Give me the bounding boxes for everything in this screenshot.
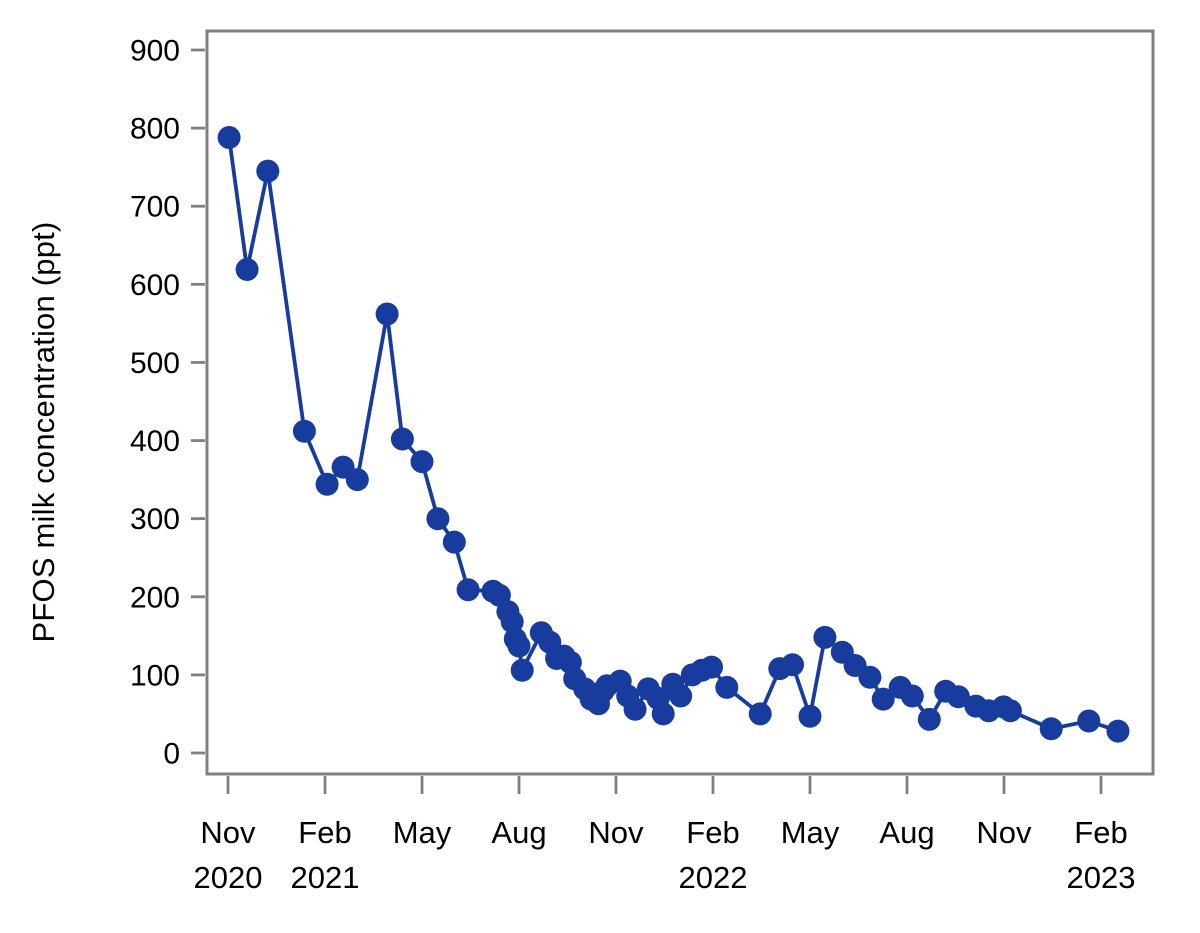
data-point [315,472,339,496]
y-tick-label: 400 [130,425,180,458]
data-point [651,702,675,726]
x-tick-label-year: 2023 [1067,860,1136,895]
y-axis-title: PFOS milk concentration (ppt) [26,221,61,643]
x-tick-label-year: 2022 [679,860,748,895]
data-point [669,684,693,708]
data-point [292,419,316,443]
data-point [1039,717,1063,741]
data-point [500,610,524,634]
y-tick-label: 200 [130,581,180,614]
x-tick-label-year: 2021 [291,860,360,895]
x-tick-label-month: Nov [588,815,644,850]
data-point [1077,709,1101,733]
x-tick-label-month: Feb [1074,815,1127,850]
data-point [442,530,466,554]
x-tick-label-month: May [781,815,840,850]
x-tick-label-month: Nov [976,815,1032,850]
x-tick-label-month: May [393,815,452,850]
data-point [871,687,895,711]
data-point [235,258,259,281]
plot-border [205,29,1155,776]
y-tick-label: 700 [130,191,180,224]
y-tick-label: 500 [130,347,180,380]
x-tick-label-month: Feb [686,815,739,850]
data-point [858,665,882,689]
data-point [781,653,804,677]
data-point [256,159,280,183]
data-point [917,707,941,731]
data-point [217,126,241,149]
data-point [510,658,534,682]
y-tick-label: 300 [130,503,180,536]
data-point [375,302,399,326]
data-point [748,702,772,726]
x-tick-label-month: Aug [879,815,934,850]
data-point [946,685,970,709]
y-tick-label: 900 [130,35,180,68]
y-tick-label: 600 [130,269,180,302]
y-tick-label: 800 [130,113,180,146]
x-tick-label-month: Nov [200,815,256,850]
series-line [227,135,1120,733]
data-point [410,450,434,474]
data-point [900,684,924,708]
data-point [813,625,837,649]
data-point [345,468,369,492]
data-point [456,578,480,602]
data-point [426,507,450,531]
data-point [998,699,1022,723]
x-tick-label-month: Feb [298,815,351,850]
y-tick-label: 100 [130,659,180,692]
data-point [715,675,739,699]
data-point [798,704,822,728]
data-point [700,655,723,679]
data-point [623,697,647,721]
data-point [390,427,414,451]
y-tick-label: 0 [163,738,180,771]
data-point [1106,719,1130,743]
data-point [507,634,531,658]
x-tick-label-year: 2020 [194,860,263,895]
x-tick-label-month: Aug [491,815,546,850]
